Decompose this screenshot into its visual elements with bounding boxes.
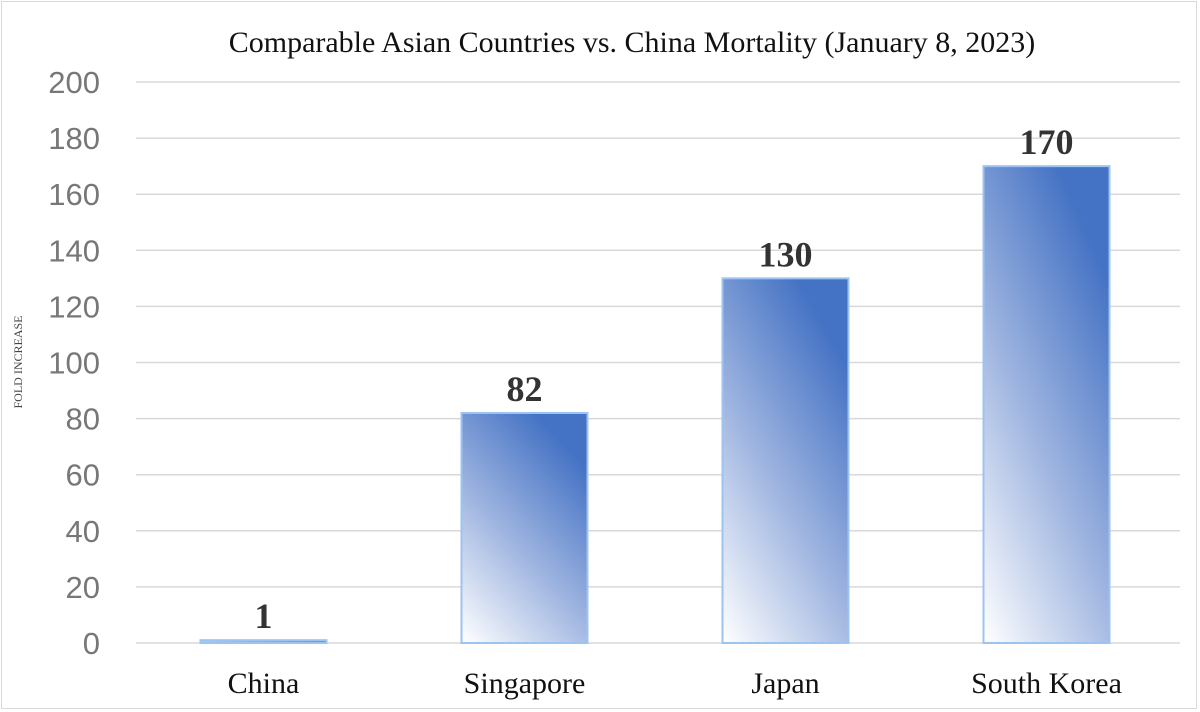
x-tick-label: China (228, 667, 300, 700)
y-axis-label: FOLD INCREASE (11, 315, 25, 408)
data-label: 82 (507, 369, 543, 409)
x-tick-label: Japan (751, 667, 819, 700)
y-tick-label: 80 (66, 402, 100, 437)
x-tick-label: Singapore (464, 667, 586, 700)
y-tick-label: 180 (48, 121, 100, 156)
bar-singapore (460, 411, 589, 644)
y-tick-label: 200 (48, 65, 100, 100)
data-label: 1 (255, 596, 273, 636)
data-label: 130 (759, 234, 813, 274)
bar-japan (721, 277, 850, 644)
x-tick-label: South Korea (971, 667, 1122, 700)
y-tick-label: 160 (48, 177, 100, 212)
y-tick-label: 60 (66, 458, 100, 493)
chart-title: Comparable Asian Countries vs. China Mor… (229, 26, 1036, 59)
y-tick-label: 0 (83, 626, 100, 661)
y-tick-label: 40 (66, 514, 100, 549)
data-label: 170 (1020, 122, 1074, 162)
y-tick-label: 120 (48, 289, 100, 324)
y-tick-label: 20 (66, 570, 100, 605)
bar-south-korea (982, 165, 1111, 644)
y-tick-label: 140 (48, 233, 100, 268)
bar-china (199, 639, 328, 645)
y-tick-label: 100 (48, 346, 100, 381)
